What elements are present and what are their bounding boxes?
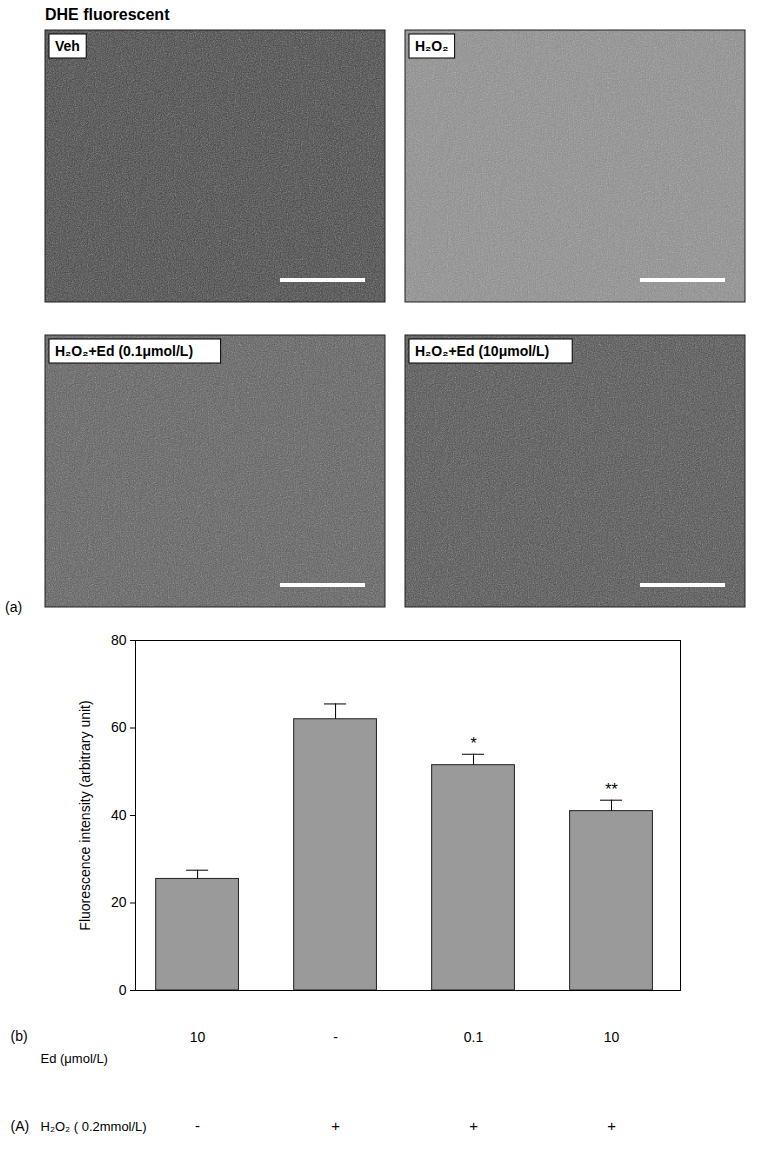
svg-text:60: 60 [111,719,127,735]
svg-text:10: 10 [604,1029,620,1045]
svg-text:20: 20 [111,894,127,910]
svg-text:Fluorescence intensity (arbitr: Fluorescence intensity (arbitrary unit) [77,700,93,930]
svg-text:0.1: 0.1 [464,1029,484,1045]
svg-text:80: 80 [111,632,127,648]
svg-text:-: - [333,1029,338,1045]
svg-text:H₂O₂+Ed (0.1μmol/L): H₂O₂+Ed (0.1μmol/L) [55,343,193,359]
svg-text:(a): (a) [5,599,22,615]
svg-text:10: 10 [190,1029,206,1045]
svg-text:*: * [470,735,476,752]
svg-text:40: 40 [111,807,127,823]
svg-text:DHE fluorescent: DHE fluorescent [45,6,170,23]
svg-text:(A): (A) [11,1118,30,1134]
svg-text:Ed (μmol/L): Ed (μmol/L) [41,1051,108,1066]
svg-text:**: ** [605,781,617,798]
svg-text:H₂O₂: H₂O₂ [415,38,448,54]
svg-text:+: + [331,1117,340,1134]
svg-text:H₂O₂+Ed (10μmol/L): H₂O₂+Ed (10μmol/L) [415,343,549,359]
svg-text:H₂O₂ ( 0.2mmol/L): H₂O₂ ( 0.2mmol/L) [41,1119,147,1134]
svg-text:0: 0 [119,982,127,998]
svg-text:-: - [195,1117,200,1134]
svg-text:+: + [469,1117,478,1134]
svg-text:Veh: Veh [55,38,80,54]
svg-text:+: + [607,1117,616,1134]
svg-text:(b): (b) [11,1028,28,1044]
